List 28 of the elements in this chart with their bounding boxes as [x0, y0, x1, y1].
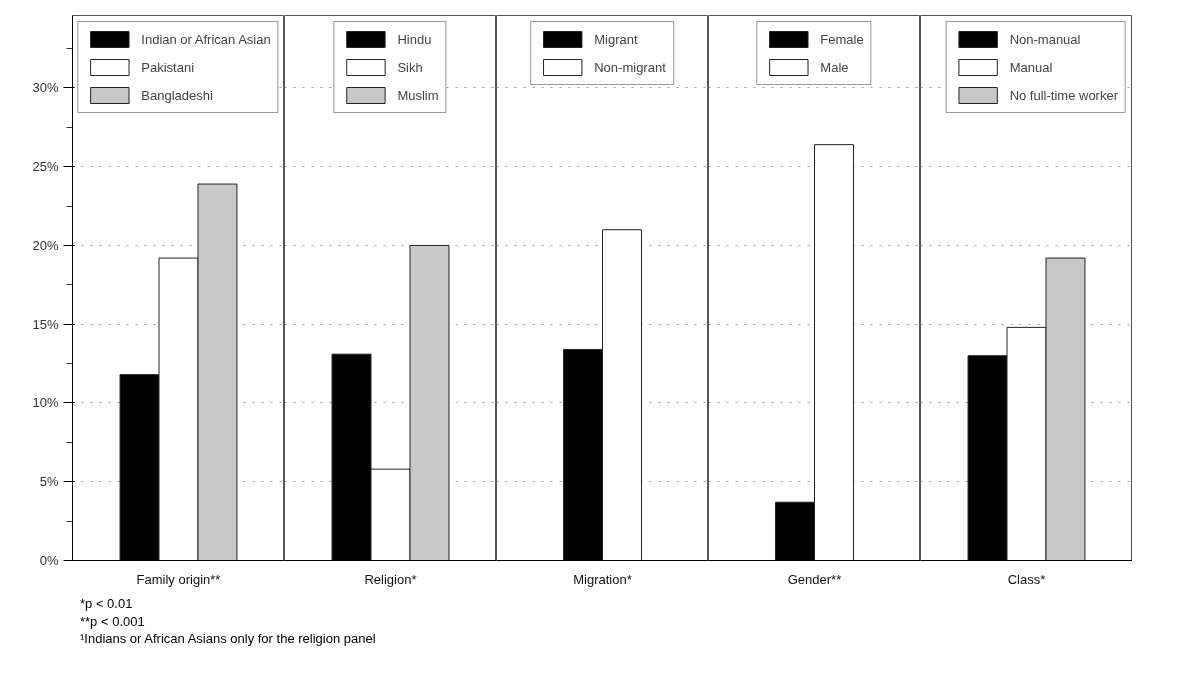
legend-label: Migrant	[594, 31, 638, 47]
y-tick-label: 10%	[32, 395, 59, 411]
legend-label: Muslim	[397, 87, 439, 103]
x-tick-label: Religion*	[364, 571, 417, 587]
y-tick-label: 30%	[32, 80, 59, 96]
legend-label: Non-manual	[1009, 31, 1081, 47]
legend-label: Sikh	[397, 59, 423, 75]
y-tick-label: 25%	[32, 159, 59, 175]
legend-label: Male	[820, 59, 849, 75]
x-tick-label: Migration*	[573, 571, 632, 587]
x-tick-label: Family origin**	[136, 571, 221, 587]
x-tick-label: Gender**	[787, 571, 842, 587]
y-tick-label: 15%	[32, 316, 59, 332]
legend-label: No full-time worker	[1009, 87, 1118, 103]
legend-label: Hindu	[397, 31, 432, 47]
text: *p < 0.01	[80, 596, 133, 611]
text: ¹Indians or African Asians only for the religion panel	[80, 631, 376, 647]
legend-label: Female	[820, 31, 864, 47]
x-tick-label: Class*	[1007, 571, 1046, 587]
text: **p < 0.001	[80, 613, 145, 629]
legend-label: Pakistani	[141, 59, 195, 75]
legend-label: Bangladeshi	[141, 87, 213, 103]
legend-label: Non-migrant	[594, 59, 666, 75]
legend-label: Manual	[1009, 59, 1053, 75]
y-tick-label: 20%	[32, 237, 59, 253]
y-tick-label: 0%	[39, 553, 59, 568]
legend-label: Indian or African Asian	[141, 31, 271, 47]
y-tick-label: 5%	[39, 474, 59, 490]
